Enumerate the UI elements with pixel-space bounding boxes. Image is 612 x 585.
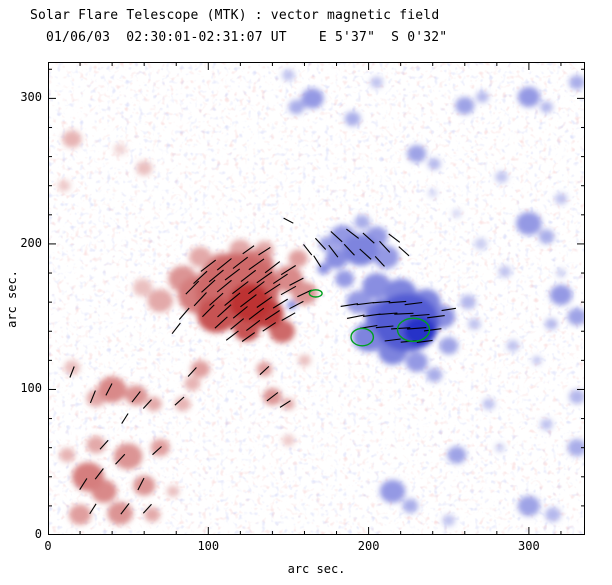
y-tick-label: 100: [20, 381, 42, 396]
y-axis-label: arc sec.: [5, 270, 19, 328]
magnetic-field-vectors: [69, 217, 456, 515]
x-axis-label: arc sec.: [287, 562, 346, 576]
x-tick-label: 200: [357, 539, 380, 553]
plot-area: [48, 62, 587, 535]
plot-title: Solar Flare Telescope (MTK) : vector mag…: [30, 8, 440, 23]
magnetogram-plot: [48, 62, 587, 535]
y-tick-label: 200: [20, 235, 42, 250]
x-tick-label: 100: [197, 539, 220, 553]
y-tick-label: 0: [34, 527, 42, 541]
x-tick-label: 300: [518, 539, 540, 553]
flare-contours: [308, 289, 431, 347]
axes-frame: [48, 62, 585, 535]
y-tick-label: 300: [20, 90, 42, 105]
x-tick-label: 0: [44, 539, 52, 553]
plot-subtitle-datetime: 01/06/03 02:30:01-02:31:07 UT E 5'37" S …: [46, 30, 448, 45]
